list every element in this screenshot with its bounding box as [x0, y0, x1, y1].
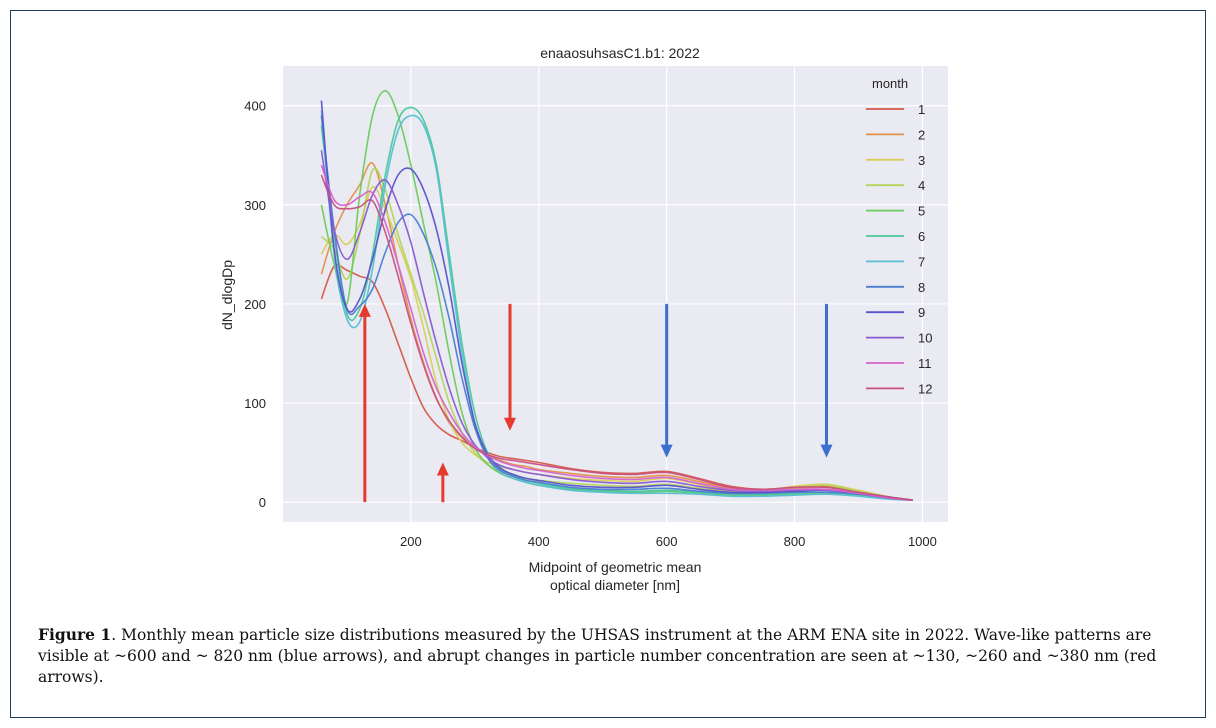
chart-title: enaaosuhsasC1.b1: 2022 — [540, 45, 700, 61]
series-line-month-8 — [320, 115, 913, 501]
series-lines — [320, 89, 913, 501]
legend-item-month-3: 3 — [866, 153, 925, 168]
x-axis-label-line1: Midpoint of geometric mean — [529, 559, 702, 575]
legend-item-month-8: 8 — [866, 280, 925, 295]
series-line-month-10 — [320, 150, 913, 501]
y-tick-label: 0 — [259, 495, 266, 510]
caption-label: Figure 1 — [38, 625, 112, 644]
legend-item-month-5: 5 — [866, 204, 925, 219]
arrow-blue-4 — [820, 303, 833, 458]
arrow-red-0 — [358, 303, 371, 503]
y-tick-label: 200 — [244, 297, 266, 312]
legend-item-month-6: 6 — [866, 229, 925, 244]
y-axis-label: dN_dlogDp — [219, 260, 235, 330]
svg-text:7: 7 — [918, 254, 925, 269]
figure-caption: Figure 1. Monthly mean particle size dis… — [38, 624, 1188, 688]
legend-item-month-7: 7 — [866, 254, 925, 269]
series-line-month-11 — [320, 164, 913, 501]
x-tick-label: 400 — [528, 534, 550, 549]
arrow-red-1 — [436, 462, 449, 503]
x-tick-label: 1000 — [908, 534, 937, 549]
svg-text:11: 11 — [918, 356, 932, 371]
legend-title: month — [872, 76, 908, 91]
series-line-month-9 — [320, 100, 913, 501]
svg-text:2: 2 — [918, 127, 925, 142]
annotation-arrows — [358, 303, 833, 503]
svg-text:1: 1 — [918, 102, 925, 117]
caption-text: . Monthly mean particle size distributio… — [38, 626, 1157, 686]
legend-item-month-10: 10 — [866, 331, 932, 346]
x-axis-label-line2: optical diameter [nm] — [550, 577, 680, 593]
svg-text:6: 6 — [918, 229, 925, 244]
plot-area — [283, 66, 948, 522]
legend-item-month-2: 2 — [866, 127, 925, 142]
legend-item-month-12: 12 — [866, 381, 932, 396]
x-tick-label: 600 — [656, 534, 678, 549]
arrow-red-2 — [503, 303, 516, 431]
svg-text:12: 12 — [918, 381, 932, 396]
arrow-blue-3 — [660, 303, 673, 458]
svg-text:8: 8 — [918, 280, 925, 295]
y-tick-label: 300 — [244, 198, 266, 213]
legend-item-month-4: 4 — [866, 178, 925, 193]
series-line-month-12 — [320, 174, 913, 501]
y-tick-label: 100 — [244, 396, 266, 411]
svg-text:4: 4 — [918, 178, 925, 193]
legend-item-month-1: 1 — [866, 102, 925, 117]
svg-text:3: 3 — [918, 153, 925, 168]
y-tick-label: 400 — [244, 99, 266, 114]
x-tick-label: 800 — [784, 534, 806, 549]
svg-text:10: 10 — [918, 331, 932, 346]
svg-text:9: 9 — [918, 305, 925, 320]
tick-labels: 200 400 600 800 1000 0 100 200 300 400 — [244, 99, 937, 549]
x-tick-label: 200 — [400, 534, 422, 549]
legend-item-month-11: 11 — [866, 356, 932, 371]
legend-item-month-9: 9 — [866, 305, 925, 320]
svg-text:5: 5 — [918, 204, 925, 219]
